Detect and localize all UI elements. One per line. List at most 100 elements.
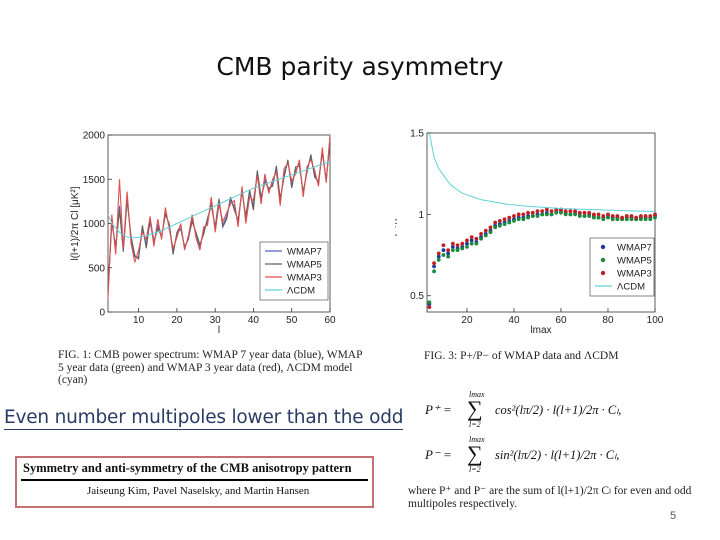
data-point (516, 212, 521, 217)
data-point (648, 217, 653, 222)
data-point (512, 218, 516, 223)
data-point (596, 215, 601, 220)
data-point (653, 215, 657, 220)
data-point (563, 209, 568, 214)
data-point (544, 212, 549, 217)
data-point (493, 225, 498, 230)
sum-top-2: lmax (469, 435, 485, 444)
data-point (427, 305, 432, 310)
data-point (465, 238, 469, 243)
data-point (591, 212, 596, 217)
x-tick-label: 40 (248, 315, 260, 326)
legend-label: ΛCDM (617, 282, 645, 293)
data-point (497, 223, 502, 228)
data-point (634, 215, 639, 220)
data-point (441, 253, 446, 257)
data-point (488, 225, 493, 230)
data-point (455, 248, 460, 253)
data-point (521, 212, 526, 217)
data-point (638, 217, 643, 222)
x-tick-label: 60 (555, 315, 567, 326)
data-point (582, 210, 587, 215)
x-tick-label: 100 (647, 315, 664, 326)
data-point (479, 231, 483, 236)
legend-label: ΛCDM (287, 286, 315, 297)
paper-header-image: Symmetry and anti-symmetry of the CMB an… (15, 456, 374, 508)
data-point (436, 251, 441, 256)
data-point (446, 254, 451, 259)
parity-ratio-chart: 20 40 60 80 100 0.5 1 1.5 lmax P+/P− WMAP7 WMAP5 WMA… (395, 129, 664, 337)
legend-label: WMAP5 (617, 256, 652, 267)
data-point (643, 214, 648, 218)
data-point (432, 261, 436, 266)
x-axis-label: lmax (530, 325, 551, 336)
data-point (648, 214, 653, 218)
cmb-power-spectrum-chart: 10 20 30 40 50 60 0 500 1000 1500 2000 l l(l+1)/2π C… (70, 131, 336, 337)
data-point (488, 230, 493, 235)
legend-swatch (600, 270, 606, 276)
paper-divider (21, 479, 368, 481)
data-point (596, 212, 601, 217)
data-point (587, 214, 592, 218)
series-line (107, 161, 331, 239)
x-tick-label: 20 (461, 315, 473, 326)
data-point (568, 209, 573, 214)
data-point (624, 217, 629, 222)
y-tick-label: 1000 (83, 219, 106, 230)
series-line (107, 143, 331, 290)
data-point (469, 241, 474, 246)
data-point (469, 235, 474, 240)
data-point (587, 210, 592, 215)
data-point (563, 212, 568, 217)
data-point (465, 241, 469, 246)
legend-label: WMAP7 (287, 247, 322, 258)
data-point (450, 248, 455, 253)
data-point (483, 228, 488, 233)
legend-label: WMAP7 (617, 243, 652, 254)
data-point (577, 210, 582, 215)
figure3-caption: FIG. 3: P+/P− of WMAP data and ΛCDM (424, 350, 619, 362)
data-point (629, 214, 634, 218)
data-point (624, 214, 629, 218)
y-tick-label: 1 (418, 210, 424, 221)
data-point (549, 209, 554, 214)
sum-bottom-1: l=2 (469, 420, 481, 429)
x-tick-label: 30 (210, 315, 222, 326)
data-point (493, 220, 498, 225)
data-point (535, 214, 540, 218)
legend-label: WMAP5 (287, 260, 322, 271)
highlight-text: Even number multipoles lower than the od… (4, 407, 404, 430)
data-point (465, 245, 469, 249)
y-tick-label: 2000 (83, 131, 106, 142)
data-point (502, 222, 507, 227)
data-point (521, 217, 526, 222)
data-point (436, 254, 441, 259)
figure1-caption: FIG. 1: CMB power spectrum: WMAP 7 year … (58, 349, 363, 386)
data-point (450, 245, 455, 249)
data-point (474, 236, 479, 241)
data-point (441, 248, 446, 253)
data-point (549, 212, 554, 217)
data-point (643, 217, 648, 222)
data-point (427, 300, 432, 305)
data-point (540, 212, 545, 217)
data-point (446, 251, 451, 256)
data-point (474, 241, 479, 246)
y-axis-label: l(l+1)/2π Cl [μK²] (70, 186, 81, 260)
data-point (582, 214, 587, 218)
p-minus-lhs: P⁻ = (425, 447, 452, 462)
p-minus-rhs: sin²(lπ/2) · l(l+1)/2π · Cₗ, (495, 448, 620, 462)
data-point (512, 214, 516, 218)
data-point (479, 236, 483, 241)
data-point (629, 217, 634, 222)
legend-swatch (600, 244, 606, 250)
equation-note: where P⁺ and P⁻ are the sum of l(l+1)/2π… (408, 485, 692, 510)
data-point (615, 214, 620, 218)
x-tick-label: 10 (133, 315, 145, 326)
x-tick-label: 60 (324, 315, 336, 326)
data-point (432, 269, 436, 274)
y-axis-label: P+/P− (395, 208, 400, 236)
legend-label: WMAP3 (287, 273, 322, 284)
sum-symbol-1: ∑ (467, 396, 483, 421)
sum-bottom-2: l=2 (469, 465, 481, 474)
